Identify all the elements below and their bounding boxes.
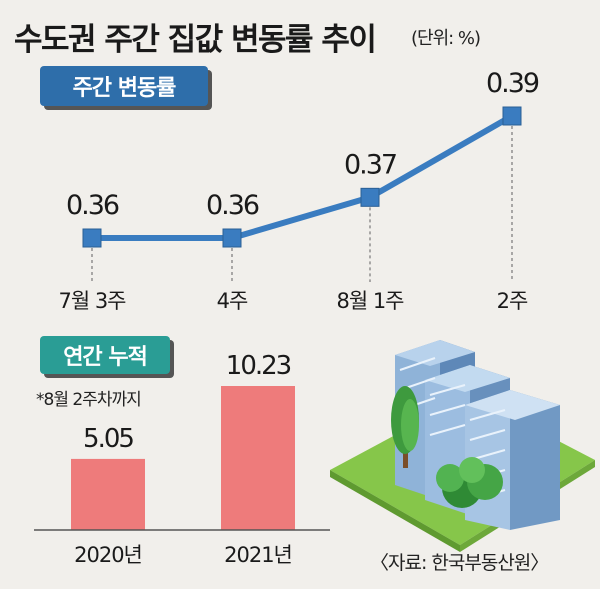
data-point — [502, 106, 522, 126]
building-illustration — [330, 340, 595, 552]
bar-value-label: 10.23 — [226, 351, 291, 381]
x-tick-label: 2주 — [497, 289, 528, 313]
page-title: 수도권 주간 집값 변동률 추이 — [14, 22, 377, 58]
bar-category-label: 2021년 — [224, 543, 292, 567]
source-label: 〈자료: 한국부동산원〉 — [370, 552, 549, 574]
x-tick-label: 7월 3주 — [58, 289, 126, 313]
data-point — [222, 228, 242, 248]
data-label: 0.37 — [344, 149, 396, 180]
unit-label: (단위: %) — [411, 28, 481, 49]
bar — [71, 458, 145, 530]
period-note: *8월 2주차까지 — [36, 390, 142, 410]
weekly-series-line — [92, 113, 514, 241]
weekly-badge: 주간 변동률 — [40, 66, 208, 106]
data-label: 0.36 — [206, 190, 259, 221]
data-point — [82, 228, 102, 248]
x-tick-label: 8월 1주 — [336, 289, 404, 313]
bar — [221, 386, 295, 530]
bar-category-label: 2020년 — [74, 543, 142, 567]
bar-value-label: 5.05 — [83, 424, 133, 454]
x-tick-label: 4주 — [217, 289, 248, 313]
annual-badge: 연간 누적 — [40, 336, 170, 374]
data-label: 0.36 — [66, 190, 119, 221]
data-label: 0.39 — [486, 68, 539, 99]
data-point — [360, 187, 380, 207]
